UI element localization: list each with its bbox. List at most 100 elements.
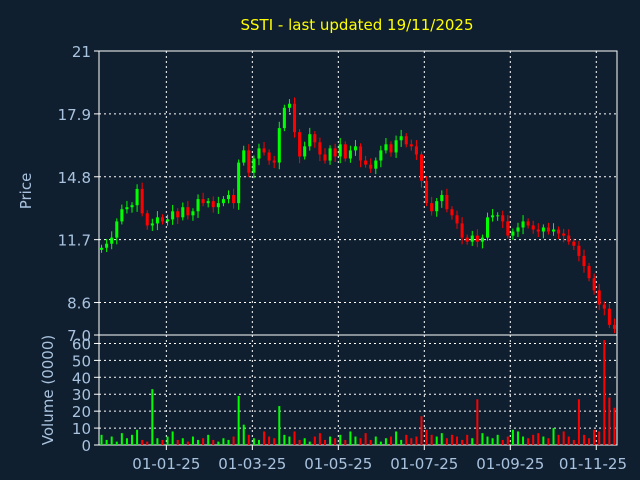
price-candle [551, 229, 556, 232]
price-candle [582, 255, 586, 267]
volume-bar [506, 436, 509, 445]
volume-bar [257, 439, 260, 445]
price-candle [607, 308, 611, 325]
price-candle [303, 146, 307, 157]
volume-bar [486, 436, 489, 445]
volume-bar [151, 389, 154, 445]
price-candle [491, 215, 495, 218]
price-candle [389, 144, 393, 153]
price-candle [577, 245, 581, 256]
volume-bar [542, 436, 545, 445]
volume-grid [99, 335, 617, 445]
price-candle [115, 221, 119, 238]
price-candle [399, 136, 403, 141]
volume-tick-label: 50 [72, 352, 91, 370]
price-candle [292, 103, 297, 133]
volume-bar [364, 433, 367, 445]
volume-bar [161, 439, 164, 445]
price-candle [196, 199, 200, 212]
price-candle [211, 201, 215, 208]
price-candle [485, 217, 490, 238]
volume-bar [242, 424, 245, 445]
volume-bar [384, 438, 387, 445]
price-candle [475, 235, 479, 242]
price-candle [298, 132, 302, 157]
volume-bar [202, 438, 205, 445]
price-candle [318, 142, 322, 155]
price-tick-label: 21 [72, 43, 91, 61]
price-candle [333, 148, 337, 157]
price-tick-label: 14.8 [58, 169, 91, 187]
price-candle [470, 235, 474, 242]
price-candle [150, 223, 154, 226]
volume-bar [445, 438, 448, 445]
volume-bar [136, 429, 139, 445]
volume-bar [349, 431, 352, 445]
price-candle [602, 304, 606, 309]
price-candle [272, 160, 276, 163]
volume-bar [197, 439, 200, 445]
price-y-ticks: 21 17.9 14.8 11.7 8.6 7.0 [58, 43, 99, 345]
price-candle [592, 278, 596, 291]
volume-bar [430, 434, 433, 445]
volume-bar [400, 439, 403, 445]
volume-bar [100, 434, 103, 445]
price-candle [526, 221, 530, 226]
volume-bar [582, 434, 585, 445]
volume-bar [588, 438, 591, 445]
price-candle [201, 199, 205, 204]
volume-tick-label: 10 [72, 420, 91, 438]
price-grid [99, 51, 617, 335]
volume-bar [557, 434, 560, 445]
volume-bar [613, 407, 616, 445]
price-candle [242, 150, 246, 163]
volume-bar [110, 436, 113, 445]
volume-bar [288, 436, 291, 445]
volume-bar [395, 431, 398, 445]
price-candle [587, 266, 591, 279]
volume-bar [252, 438, 255, 445]
price-candle [404, 136, 408, 145]
volume-bar [491, 438, 494, 445]
volume-bar [283, 434, 286, 445]
volume-bar [420, 416, 423, 445]
price-candle [247, 150, 251, 173]
volume-bar [608, 397, 611, 445]
price-candle [277, 128, 281, 163]
volume-bar [212, 439, 215, 445]
volume-axis-label: Volume (0000) [39, 335, 57, 445]
volume-bar [329, 436, 332, 445]
volume-bar [410, 438, 413, 445]
price-candle [612, 324, 616, 329]
volume-plot-frame [98, 334, 618, 446]
volume-bar [471, 438, 474, 445]
price-candle [562, 233, 566, 236]
price-candle [323, 154, 327, 161]
volume-bar [141, 439, 144, 445]
volume-bar [318, 433, 321, 445]
volume-bar [598, 431, 601, 445]
volume-bar [217, 441, 220, 445]
price-candle [221, 199, 225, 204]
volume-bar [425, 429, 428, 445]
price-candle [186, 207, 190, 216]
volume-tick-label: 0 [81, 437, 91, 455]
price-candle [557, 229, 561, 234]
price-candle [206, 201, 210, 204]
volume-tick-label: 20 [72, 403, 91, 421]
volume-bar [308, 441, 311, 445]
volume-bar [166, 436, 169, 445]
price-candle [343, 144, 347, 159]
price-candle [379, 150, 383, 161]
price-candle [282, 107, 286, 129]
price-candle [516, 227, 520, 232]
price-candle [313, 134, 317, 143]
price-candle [501, 215, 505, 222]
price-candle [496, 215, 500, 217]
volume-bar [227, 439, 230, 445]
price-candle [460, 223, 464, 238]
volume-bar [481, 433, 484, 445]
volume-bar [562, 431, 565, 445]
volume-tick-label: 30 [72, 386, 91, 404]
